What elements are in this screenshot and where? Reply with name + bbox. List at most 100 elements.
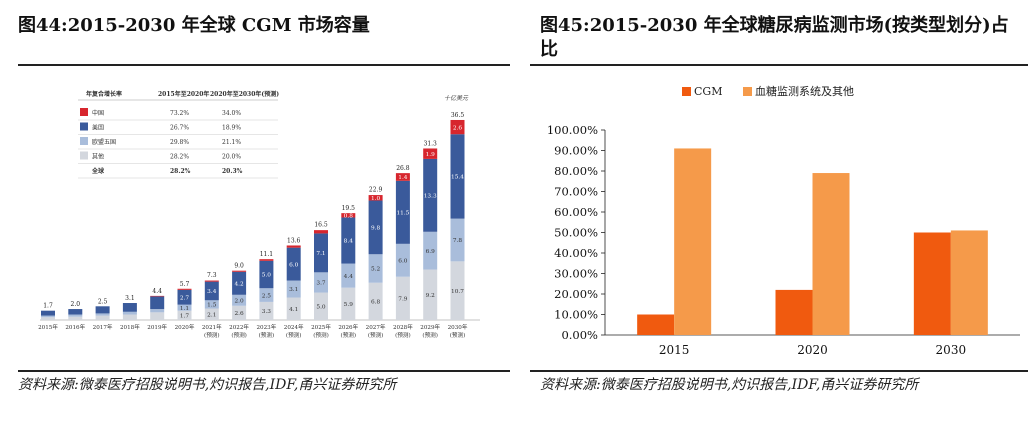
growth-table-value-a: 28.2% xyxy=(170,168,191,175)
y-tick-label: 20.00% xyxy=(554,287,598,301)
stacked-bar-segment xyxy=(286,297,301,320)
stacked-bar-segment xyxy=(150,309,165,313)
stacked-bar-segment xyxy=(232,305,247,320)
legend-label: CGM xyxy=(694,85,722,98)
segment-value-label: 5.0 xyxy=(316,305,326,311)
stacked-bar-segment xyxy=(232,294,247,306)
stacked-bar-segment xyxy=(259,288,274,302)
x-tick-note: (预测) xyxy=(313,331,329,339)
stacked-bar-segment xyxy=(41,317,55,320)
stacked-bar-segment xyxy=(395,173,410,181)
x-tick-label: 2030 xyxy=(936,343,967,357)
segment-value-label: 3.7 xyxy=(316,281,326,287)
stacked-bar-segment xyxy=(41,310,55,316)
stacked-bar-segment xyxy=(177,310,192,320)
cgm-market-size-chart: 年复合增长率 2015年至2020年 2020年至2030年(预测) 中国 73.2% 3… xyxy=(38,90,480,339)
stacked-bar-segment xyxy=(41,315,55,318)
x-tick-note: (预测) xyxy=(450,331,466,339)
stacked-bar-segment xyxy=(341,263,356,288)
legend-swatch xyxy=(682,87,691,96)
right-title-rule xyxy=(530,64,1028,66)
segment-value-label: 3.4 xyxy=(207,289,217,295)
y-tick-label: 0.00% xyxy=(561,328,598,342)
x-tick-label: 2015年 xyxy=(38,323,58,331)
stacked-bar-segment xyxy=(122,314,137,320)
stacked-bar-segment xyxy=(68,309,83,315)
x-tick-label: 2030年 xyxy=(448,323,468,331)
segment-value-label: 8.4 xyxy=(344,239,354,245)
stacked-bar-segment xyxy=(368,200,383,255)
stacked-bar-segment xyxy=(423,158,438,232)
left-source-rule xyxy=(18,370,510,372)
right-source-note: 资料来源:微泰医疗招股说明书,灼识报告,IDF,甬兴证券研究所 xyxy=(540,377,919,393)
stacked-bar-segment xyxy=(450,218,465,262)
stacked-bar-segment xyxy=(68,314,83,317)
bar-total-label: 26.8 xyxy=(396,165,410,172)
x-tick-note: (预测) xyxy=(395,331,411,339)
growth-table-value-b: 18.9% xyxy=(222,125,241,132)
y-tick-label: 90.00% xyxy=(554,144,598,158)
grouped-bar xyxy=(637,314,675,335)
stacked-bar-segment xyxy=(341,287,356,320)
segment-value-label: 6.0 xyxy=(289,262,299,268)
grouped-bar xyxy=(950,230,988,335)
bar-total-label: 3.1 xyxy=(125,295,135,302)
growth-table-swatch xyxy=(80,108,88,116)
growth-table-value-b: 20.3% xyxy=(222,168,243,175)
x-tick-note: (预测) xyxy=(231,331,247,339)
legend-label: 血糖监测系统及其他 xyxy=(755,84,854,98)
bar-total-label: 31.3 xyxy=(424,140,438,147)
unit-label: 十亿美元 xyxy=(444,94,469,102)
stacked-bar-segment xyxy=(95,313,110,316)
y-tick-label: 70.00% xyxy=(554,185,598,199)
stacked-bar-segment xyxy=(177,288,192,290)
segment-value-label: 9.2 xyxy=(426,293,436,299)
segment-value-label: 6.0 xyxy=(398,258,408,264)
stacked-bar-segment xyxy=(259,259,274,261)
growth-table-header-0: 年复合增长率 xyxy=(86,90,122,98)
stacked-bar-segment xyxy=(204,281,219,301)
segment-value-label: 2.1 xyxy=(207,312,216,318)
stacked-bar-segment xyxy=(395,243,410,277)
segment-value-label: 4.1 xyxy=(289,307,298,313)
y-tick-label: 10.00% xyxy=(554,308,598,322)
stacked-bar-segment xyxy=(314,292,328,320)
growth-table-header-1: 2015年至2020年 xyxy=(158,90,209,98)
y-tick-label: 60.00% xyxy=(554,205,598,219)
y-tick-label: 40.00% xyxy=(554,246,598,260)
bar-total-label: 7.3 xyxy=(207,272,217,279)
bar-total-label: 4.4 xyxy=(152,288,162,295)
segment-value-label: 3.1 xyxy=(289,287,298,293)
stacked-bar-segment xyxy=(423,269,438,320)
stacked-bar-segment xyxy=(259,301,274,320)
x-tick-label: 2020 xyxy=(797,343,828,357)
segment-value-label: 15.4 xyxy=(451,175,464,181)
segment-value-label: 10.7 xyxy=(451,289,464,295)
y-tick-label: 30.00% xyxy=(554,267,598,281)
diabetes-monitoring-share-chart: CGM 血糖监测系统及其他 0.00% 10.00% 20.00% 30.00% 40.00… xyxy=(547,84,1020,357)
bar-total-label: 2.0 xyxy=(71,301,81,308)
stacked-bar-segment xyxy=(232,271,247,295)
left-source-note: 资料来源:微泰医疗招股说明书,灼识报告,IDF,甬兴证券研究所 xyxy=(18,377,397,393)
stacked-bar-segment xyxy=(259,260,274,289)
stacked-bar-segment xyxy=(122,303,137,312)
growth-table-swatch xyxy=(80,151,88,160)
segment-value-label: 1.1 xyxy=(180,306,189,312)
stacked-bar-segment xyxy=(341,213,356,218)
stacked-bar-segment xyxy=(122,311,137,315)
stacked-bar-segment xyxy=(95,306,110,314)
growth-table-row-name: 美国 xyxy=(92,124,104,132)
growth-table-row-name: 中国 xyxy=(92,109,104,117)
y-tick-label: 100.00% xyxy=(547,123,598,137)
segment-value-label: 13.3 xyxy=(424,194,437,200)
stacked-bar-segment xyxy=(450,261,465,320)
segment-value-label: 2.6 xyxy=(453,125,463,131)
grouped-bar xyxy=(775,289,813,335)
x-tick-label: 2019年 xyxy=(147,323,167,331)
x-tick-label: 2025年 xyxy=(311,323,331,331)
stacked-bar-segment xyxy=(150,312,165,320)
stacked-bar-segment xyxy=(232,270,247,272)
stacked-bar-segment xyxy=(204,300,219,309)
segment-value-label: 11.5 xyxy=(396,211,409,217)
segment-value-label: 2.0 xyxy=(234,298,244,304)
